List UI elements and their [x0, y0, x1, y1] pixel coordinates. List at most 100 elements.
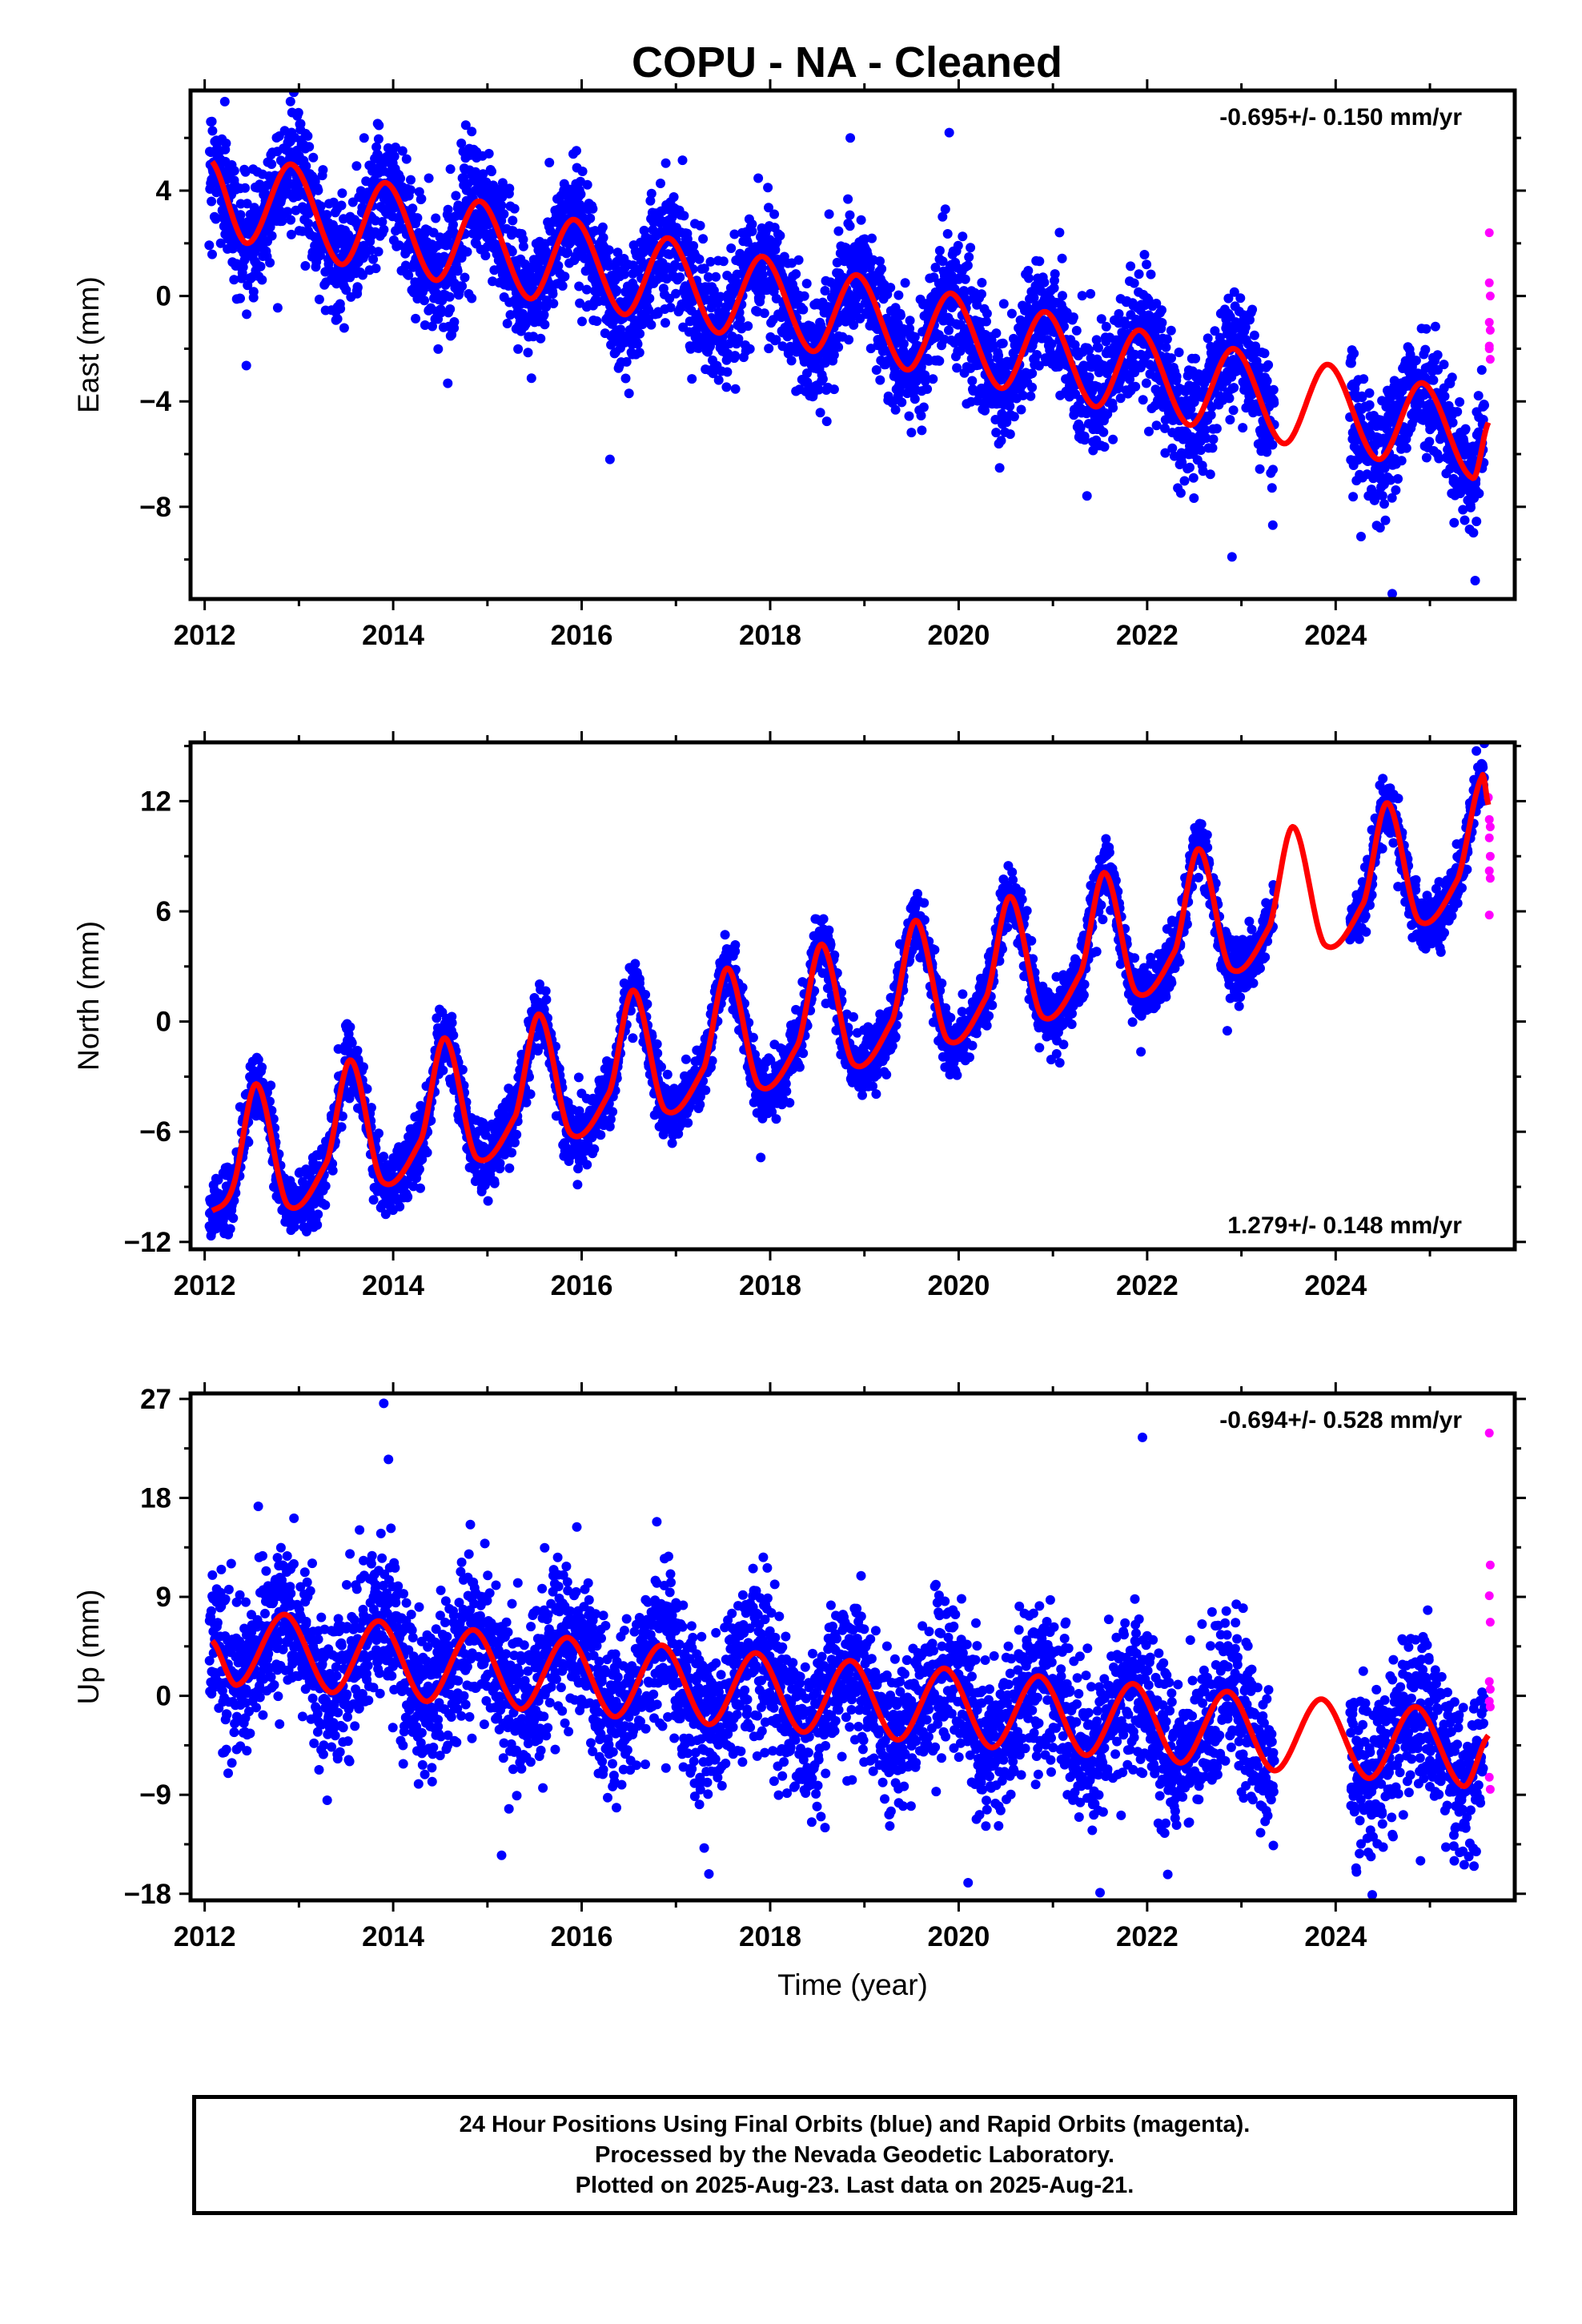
east-final-point	[1171, 372, 1182, 382]
east-final-point	[1005, 429, 1015, 440]
east-final-point	[1144, 426, 1154, 436]
east-final-point	[1075, 423, 1086, 432]
east-final-point	[1139, 250, 1150, 259]
east-final-point	[747, 226, 757, 236]
east-final-point	[1210, 326, 1220, 336]
east-final-point	[277, 216, 287, 227]
east-final-point	[352, 283, 363, 292]
east-final-point	[922, 384, 933, 394]
east-final-point	[1377, 491, 1387, 501]
east-final-point	[1039, 277, 1050, 287]
east-final-point	[300, 261, 311, 271]
east-final-point	[977, 289, 986, 300]
east-final-point	[699, 263, 709, 274]
east-final-point	[1466, 502, 1476, 513]
east-final-point	[962, 260, 973, 271]
east-final-point	[656, 179, 665, 188]
east-final-point	[308, 152, 319, 163]
east-final-point	[940, 204, 950, 215]
east-final-point	[1269, 398, 1279, 408]
east-final-point	[1211, 424, 1222, 434]
east-final-point	[1150, 330, 1160, 340]
east-final-point	[729, 229, 740, 239]
east-final-point	[620, 373, 631, 384]
east-final-point	[994, 351, 1004, 360]
east-final-point	[722, 367, 733, 377]
east-final-point	[433, 344, 444, 354]
east-final-point	[401, 154, 412, 164]
east-final-point	[646, 320, 656, 330]
east-final-point	[508, 215, 518, 226]
east-final-point	[1068, 312, 1078, 323]
north-final-point	[374, 1128, 383, 1139]
east-final-point	[829, 350, 839, 360]
east-final-point	[1179, 476, 1190, 486]
east-final-point	[1458, 505, 1468, 515]
east-final-point	[753, 173, 764, 183]
east-final-point	[420, 296, 429, 306]
east-frame	[188, 88, 1517, 601]
east-final-point	[496, 200, 507, 211]
east-final-point	[1151, 299, 1162, 308]
east-final-point	[998, 299, 1009, 309]
east-final-point	[460, 272, 470, 283]
east-x-tick-label: 2018	[739, 620, 801, 651]
east-final-point	[265, 258, 275, 267]
east-final-point	[747, 219, 757, 229]
east-final-point	[1245, 315, 1255, 325]
east-final-point	[548, 289, 558, 299]
north-final-point	[213, 1175, 223, 1185]
east-final-point	[764, 203, 773, 213]
east-final-point	[1476, 365, 1487, 375]
east-final-point	[953, 240, 963, 251]
east-final-outlier-point	[1387, 589, 1397, 599]
east-final-point	[895, 386, 905, 396]
east-final-point	[694, 254, 705, 264]
east-final-point	[1096, 314, 1106, 324]
east-final-point	[856, 215, 866, 225]
east-final-point	[1005, 401, 1015, 412]
north-final-point	[359, 1062, 368, 1072]
east-final-point	[670, 259, 680, 270]
east-final-point	[1262, 376, 1272, 386]
east-final-point	[582, 179, 592, 190]
east-final-point	[457, 281, 468, 292]
east-final-point	[967, 376, 978, 386]
east-final-point	[235, 293, 245, 304]
east-final-point	[1262, 447, 1272, 457]
east-final-point	[341, 285, 351, 296]
east-final-point	[733, 334, 744, 344]
east-final-point	[1094, 368, 1104, 378]
east-final-point	[833, 226, 844, 236]
east-final-point	[1357, 392, 1367, 403]
east-final-point	[1151, 420, 1162, 431]
east-final-point	[759, 308, 769, 319]
east-final-point	[1146, 269, 1156, 279]
east-final-point	[1084, 345, 1094, 356]
east-final-point	[478, 169, 488, 179]
east-final-point	[1267, 440, 1278, 450]
east-final-point	[988, 340, 998, 351]
east-final-point	[416, 194, 427, 204]
east-final-point	[634, 348, 644, 358]
east-final-point	[207, 196, 217, 207]
east-final-point	[1229, 383, 1239, 393]
east-x-axis: 2012 2014 2016 2018 2020 2022 2024	[174, 79, 1431, 651]
east-final-point	[1203, 333, 1213, 344]
east-final-point	[1049, 283, 1059, 293]
east-final-point	[1195, 445, 1206, 456]
east-final-point	[1249, 330, 1259, 340]
east-final-point	[730, 384, 741, 394]
east-final-point	[240, 183, 251, 193]
east-final-point	[769, 209, 780, 219]
east-y-axis-label: East (mm)	[72, 276, 105, 413]
east-final-point	[1263, 360, 1274, 370]
east-x-tick-label: 2012	[174, 620, 236, 651]
east-final-point	[301, 161, 311, 171]
east-x-tick-label: 2020	[928, 620, 990, 651]
east-final-point	[1086, 288, 1096, 299]
east-final-point	[909, 332, 920, 342]
east-final-point	[211, 214, 221, 224]
east-final-point	[373, 134, 383, 144]
east-final-point	[1379, 499, 1389, 509]
